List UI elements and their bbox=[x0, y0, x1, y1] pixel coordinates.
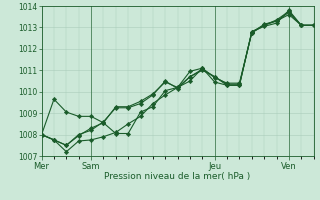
X-axis label: Pression niveau de la mer( hPa ): Pression niveau de la mer( hPa ) bbox=[104, 172, 251, 181]
